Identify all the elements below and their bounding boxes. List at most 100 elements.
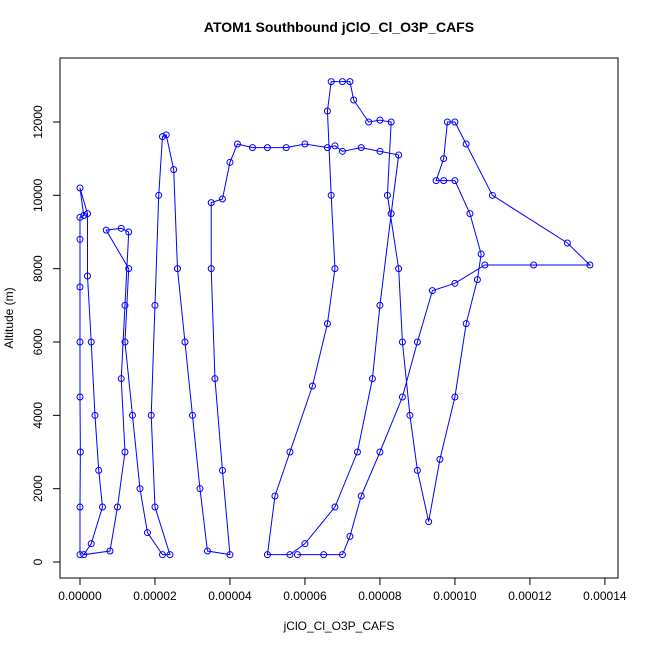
data-point xyxy=(530,261,538,269)
data-point xyxy=(323,144,331,152)
x-axis-label: jClO_Cl_O3P_CAFS xyxy=(283,619,395,633)
data-point xyxy=(428,287,436,295)
data-point xyxy=(368,375,376,383)
data-point xyxy=(263,144,271,152)
y-tick-label: 10000 xyxy=(31,178,45,212)
y-tick-label: 8000 xyxy=(31,255,45,282)
data-point xyxy=(473,276,481,284)
data-point xyxy=(76,283,84,291)
data-point xyxy=(308,382,316,390)
data-point xyxy=(331,265,339,273)
x-tick-label: 0.00014 xyxy=(583,589,627,603)
data-point xyxy=(196,485,204,493)
x-tick-label: 0.00000 xyxy=(58,589,102,603)
x-tick-label: 0.00004 xyxy=(208,589,252,603)
data-point xyxy=(76,448,84,456)
data-point xyxy=(147,411,155,419)
data-point xyxy=(170,166,178,174)
data-point xyxy=(443,118,451,126)
data-point xyxy=(151,301,159,309)
data-point xyxy=(76,503,84,511)
chart-title: ATOM1 Southbound jClO_Cl_O3P_CAFS xyxy=(204,19,474,35)
data-point xyxy=(323,107,331,115)
data-point xyxy=(466,210,474,218)
data-point xyxy=(76,235,84,243)
data-point xyxy=(301,140,309,148)
data-point xyxy=(76,551,84,559)
data-point xyxy=(338,147,346,155)
data-point xyxy=(383,191,391,199)
data-point xyxy=(338,551,346,559)
series-line xyxy=(79,81,592,556)
data-point xyxy=(436,455,444,463)
x-tick-label: 0.00006 xyxy=(283,589,327,603)
data-point xyxy=(158,551,166,559)
data-point xyxy=(440,155,448,163)
data-point xyxy=(282,144,290,152)
data-point xyxy=(158,133,166,141)
data-point xyxy=(357,144,365,152)
data-point xyxy=(83,272,91,280)
data-point xyxy=(181,338,189,346)
data-point xyxy=(376,301,384,309)
data-point xyxy=(451,177,459,185)
data-point xyxy=(83,210,91,218)
data-point xyxy=(125,265,133,273)
data-point xyxy=(462,320,470,328)
data-point xyxy=(331,142,339,150)
data-point xyxy=(413,338,421,346)
data-point xyxy=(286,448,294,456)
data-point xyxy=(218,195,226,203)
data-point xyxy=(87,540,95,548)
data-point xyxy=(80,211,88,219)
data-point xyxy=(462,140,470,148)
data-point xyxy=(76,213,84,221)
data-point xyxy=(425,518,433,526)
data-point xyxy=(563,239,571,247)
data-point xyxy=(76,184,84,192)
data-point xyxy=(301,540,309,548)
y-tick-label: 4000 xyxy=(31,402,45,429)
data-point xyxy=(233,140,241,148)
data-point xyxy=(323,320,331,328)
data-point xyxy=(226,158,234,166)
data-point xyxy=(102,226,110,234)
data-point xyxy=(327,78,335,86)
data-point xyxy=(286,551,294,559)
data-point xyxy=(346,532,354,540)
data-point xyxy=(357,492,365,500)
data-point xyxy=(376,147,384,155)
data-point xyxy=(481,261,489,269)
data-point xyxy=(263,551,271,559)
data-point xyxy=(387,118,395,126)
data-point xyxy=(432,177,440,185)
data-point xyxy=(121,301,129,309)
data-point xyxy=(218,466,226,474)
data-point xyxy=(166,551,174,559)
data-point xyxy=(98,503,106,511)
data-point xyxy=(331,503,339,511)
data-point xyxy=(207,265,215,273)
data-point xyxy=(95,466,103,474)
data-point xyxy=(293,551,301,559)
data-point xyxy=(76,393,84,401)
data-point xyxy=(121,448,129,456)
data-point xyxy=(477,250,485,258)
data-point xyxy=(346,78,354,86)
data-point xyxy=(117,375,125,383)
data-point xyxy=(113,503,121,511)
data-point xyxy=(151,503,159,511)
data-point xyxy=(376,448,384,456)
data-point xyxy=(125,228,133,236)
data-point xyxy=(338,78,346,86)
data-point xyxy=(121,338,129,346)
data-point xyxy=(365,118,373,126)
data-point xyxy=(395,265,403,273)
y-tick-label: 0 xyxy=(31,558,45,565)
data-point xyxy=(136,485,144,493)
data-point xyxy=(320,551,328,559)
data-point xyxy=(87,338,95,346)
x-tick-label: 0.00012 xyxy=(508,589,552,603)
data-point xyxy=(76,338,84,346)
data-point xyxy=(395,151,403,159)
